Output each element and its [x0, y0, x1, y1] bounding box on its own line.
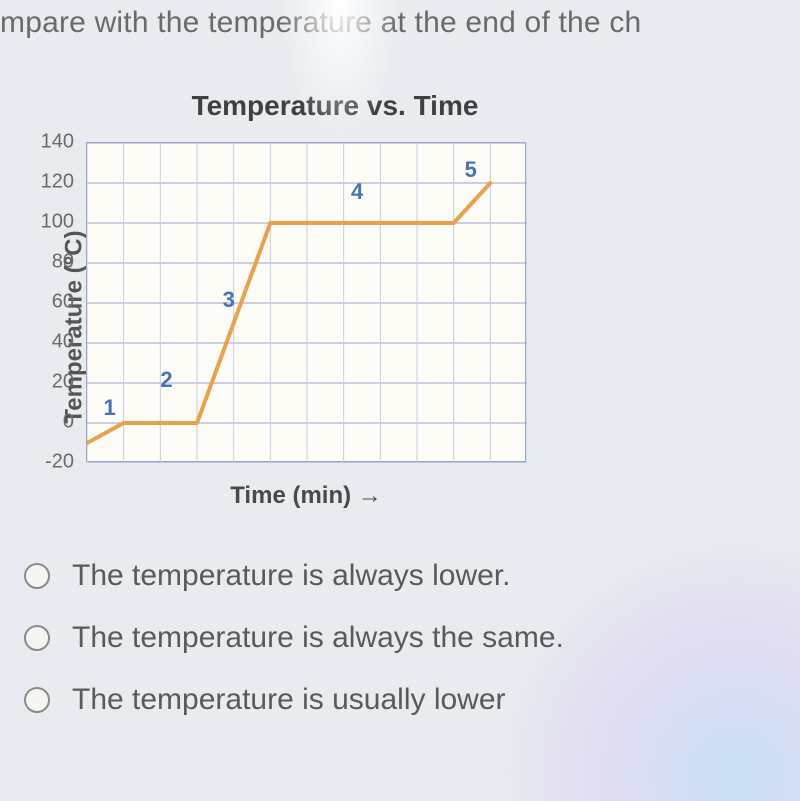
chart-segment-label: 2 — [160, 367, 172, 392]
radio-icon — [24, 563, 50, 589]
y-tick-label: 40 — [52, 331, 74, 354]
chart-plot: 1 2 3 4 5 — [86, 142, 526, 462]
answer-option[interactable]: The temperature is always the same. — [0, 607, 800, 669]
answer-label: The temperature is usually lower — [72, 683, 506, 717]
chart-area: Temperature (°C) 140120100806040200-20 1… — [0, 142, 560, 512]
answer-option[interactable]: The temperature is always lower. — [0, 545, 800, 607]
radio-icon — [24, 687, 50, 713]
answer-list: The temperature is always lower. The tem… — [0, 545, 800, 731]
y-tick-label: 100 — [41, 211, 74, 234]
chart-data-line — [87, 183, 490, 443]
answer-label: The temperature is always lower. — [72, 559, 511, 593]
radio-icon — [24, 625, 50, 651]
y-tick-label: 20 — [52, 371, 74, 394]
y-axis-ticks: 140120100806040200-20 — [28, 142, 80, 462]
question-text: mpare with the temperature at the end of… — [0, 6, 800, 40]
y-tick-label: -20 — [45, 451, 74, 474]
chart-grid — [87, 143, 527, 463]
y-tick-label: 0 — [63, 411, 74, 434]
chart-segment-label: 4 — [351, 179, 364, 204]
chart-segment-label: 5 — [465, 157, 477, 182]
x-axis-label: Time (min) → — [86, 482, 526, 510]
chart-svg: 1 2 3 4 5 — [87, 143, 527, 463]
chart-segment-label: 1 — [104, 395, 116, 420]
y-tick-label: 80 — [52, 251, 74, 274]
y-tick-label: 120 — [41, 171, 74, 194]
chart-title: Temperature vs. Time — [90, 90, 580, 122]
chart-segment-label: 3 — [223, 287, 235, 312]
answer-option[interactable]: The temperature is usually lower — [0, 669, 800, 731]
y-tick-label: 60 — [52, 291, 74, 314]
chart-container: Temperature vs. Time Temperature (°C) 14… — [0, 90, 580, 512]
answer-label: The temperature is always the same. — [72, 621, 564, 655]
y-tick-label: 140 — [41, 131, 74, 154]
